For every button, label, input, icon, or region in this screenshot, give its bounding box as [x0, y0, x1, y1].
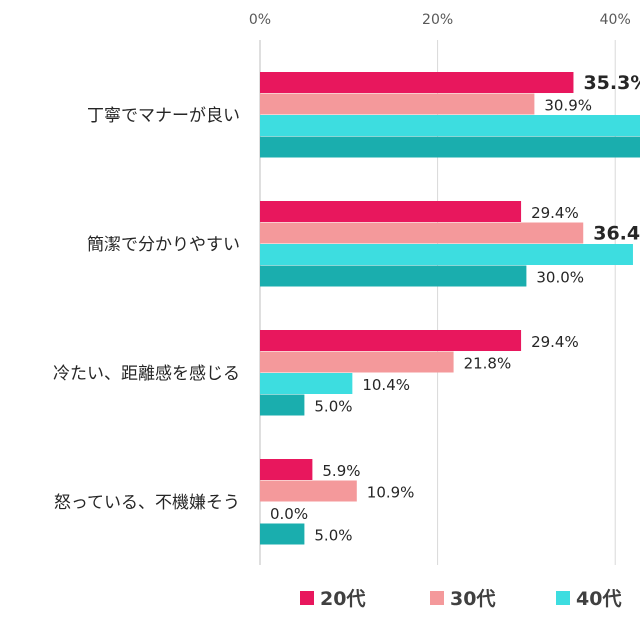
legend-swatch [556, 591, 570, 605]
bar [260, 480, 357, 502]
bar [260, 351, 454, 373]
data-label: 30.9% [544, 96, 592, 114]
data-label: 29.4% [531, 333, 579, 351]
legend-swatch [430, 591, 444, 605]
data-label: 10.4% [362, 376, 410, 394]
legend-swatch [300, 591, 314, 605]
bar [260, 265, 527, 287]
bar [260, 373, 353, 394]
bar [260, 93, 535, 115]
category-label: 冷たい、距離感を感じる [53, 364, 240, 384]
bar [260, 330, 522, 351]
bar [260, 136, 640, 158]
x-tick-label: 40% [600, 12, 631, 28]
x-tick-label: 20% [422, 12, 453, 28]
data-label: 30.0% [536, 268, 584, 286]
data-label: 5.0% [314, 526, 352, 544]
data-label: 0.0% [270, 505, 308, 523]
legend-label: 20代 [320, 588, 365, 610]
bar [260, 244, 633, 265]
legend-label: 40代 [576, 588, 621, 610]
bar [260, 394, 305, 416]
category-label: 丁寧でマナーが良い [87, 106, 240, 126]
data-labels: 35.3% 29.4% 29.4% 5.9% 30.9% 36.4% 21.8% 10.9% 1… [270, 72, 640, 545]
bar [260, 459, 313, 480]
bar [260, 523, 305, 545]
bar [260, 72, 574, 93]
data-label: 21.8% [464, 354, 512, 372]
data-label: 5.9% [322, 462, 360, 480]
category-label: 簡潔で分かりやすい [87, 235, 240, 255]
data-label: 35.3% [583, 72, 640, 94]
bar [260, 222, 584, 244]
bars [260, 72, 640, 545]
x-tick-label: 0% [249, 12, 271, 28]
data-label: 10.9% [367, 483, 415, 501]
data-label: 36.4% [593, 222, 640, 244]
legend-label: 30代 [450, 588, 495, 610]
data-label: 5.0% [314, 397, 352, 415]
bar [260, 201, 522, 222]
category-label: 怒っている、不機嫌そう [54, 493, 240, 513]
legend: 20代 30代 40代 [300, 588, 621, 610]
x-tick-labels: 0% 20% 40% [249, 12, 631, 28]
data-label: 29.4% [531, 204, 579, 222]
bar [260, 115, 640, 136]
